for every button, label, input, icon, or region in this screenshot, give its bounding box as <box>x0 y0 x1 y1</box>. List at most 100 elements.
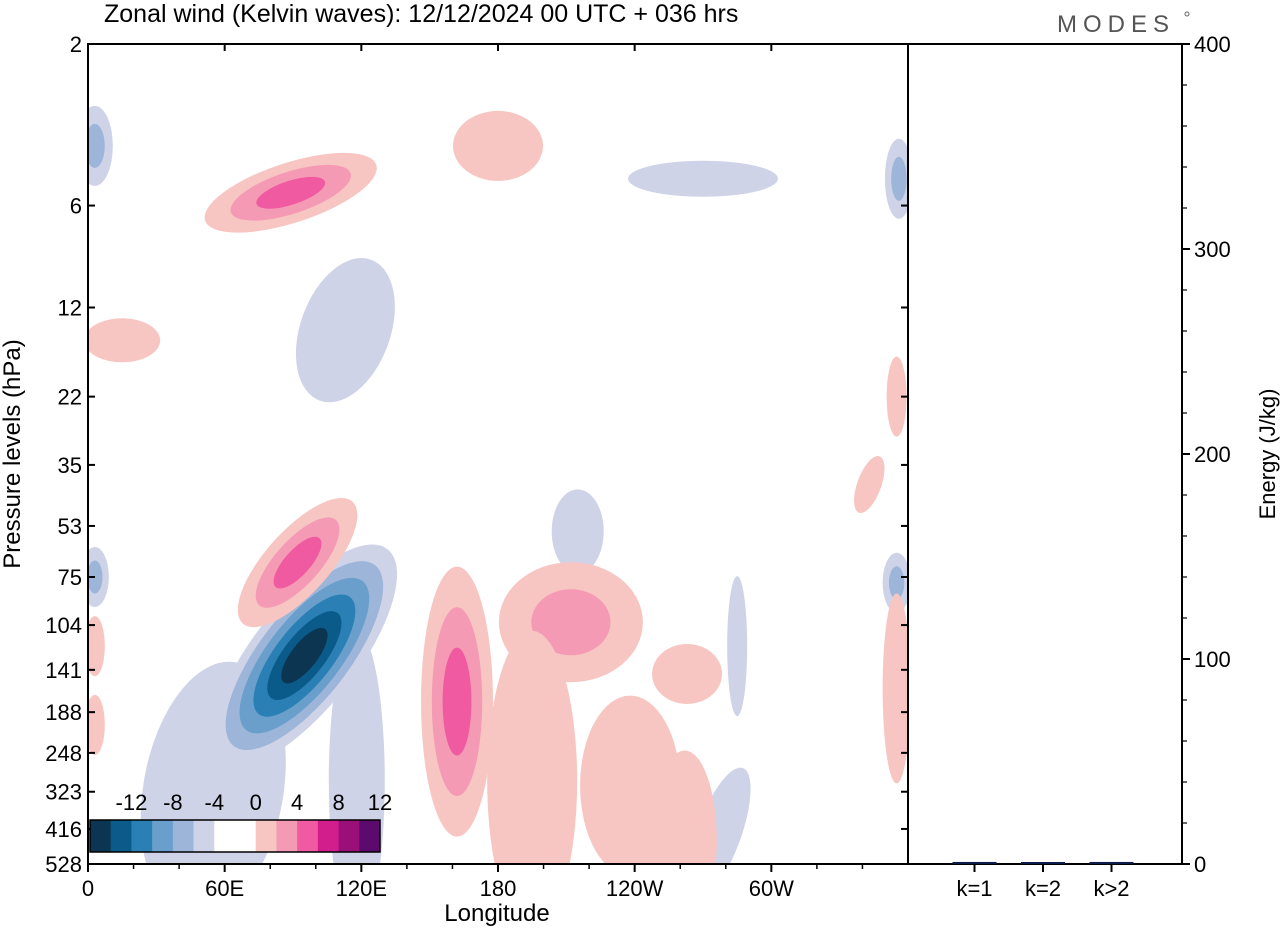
energy-bar <box>1089 861 1134 864</box>
neg-upper-streak <box>295 258 395 403</box>
y-tick-label: 141 <box>45 658 82 683</box>
energy-category-label: k=1 <box>956 876 992 901</box>
pos-upper-west <box>88 318 161 363</box>
y-tick-label: 104 <box>45 613 82 638</box>
neg-mid-east <box>727 576 748 717</box>
colorbar-swatch <box>317 820 340 852</box>
colorbar-swatch <box>255 820 277 852</box>
y-tick-label: 53 <box>58 514 82 539</box>
contour-level <box>891 156 907 201</box>
neg-upper-east <box>628 160 778 197</box>
colorbar-label: 0 <box>250 790 262 815</box>
contour-level <box>281 627 328 684</box>
colorbar-swatch <box>90 820 112 852</box>
contour-level <box>256 176 326 209</box>
neg-lower-east <box>687 767 751 864</box>
neg-upper-west <box>88 105 113 186</box>
pos-upper-streak <box>204 152 377 233</box>
contour-level <box>687 767 751 864</box>
pressure-tick-labels: 2 6 12 22 35 53 75 104 141 188 248 323 416 528 <box>45 32 82 877</box>
colorbar-swatch <box>297 820 319 852</box>
pos-east-edge <box>882 593 908 784</box>
energy-tick-label: 400 <box>1194 32 1231 57</box>
colorbar-swatch <box>214 820 236 852</box>
colorbar-swatch <box>172 820 195 852</box>
colorbar-swatch <box>235 820 257 852</box>
colorbar-swatch <box>110 820 132 852</box>
contour-level <box>88 616 105 677</box>
x-tick-label: 180 <box>480 876 517 901</box>
x-tick-label: 60E <box>205 876 244 901</box>
contour-level <box>854 456 885 514</box>
energy-bar <box>1021 862 1065 864</box>
energy-axis-label: Energy (J/kg) <box>1255 389 1280 520</box>
colorbar-label: 8 <box>332 790 344 815</box>
pos-kelvin-core <box>421 566 493 837</box>
pos-west-edge-low <box>88 694 105 755</box>
contour-level <box>652 643 723 704</box>
neg-mid-patch <box>551 489 604 574</box>
pos-kelvin-upper <box>237 497 358 628</box>
contour-level <box>295 258 395 403</box>
energy-category-label: k=2 <box>1025 876 1061 901</box>
colorbar-label: -8 <box>163 790 183 815</box>
neg-kelvin-core <box>211 544 398 767</box>
x-tick-label: 0 <box>82 876 94 901</box>
colorbar-label: 4 <box>291 790 303 815</box>
y-tick-label: 528 <box>45 852 82 877</box>
neg-upper-dateline <box>884 138 908 219</box>
contour-level <box>888 566 905 600</box>
colorbar-swatch <box>193 820 215 852</box>
contour-level <box>551 489 604 574</box>
colorbar-label: -4 <box>205 790 225 815</box>
y-tick-label: 323 <box>45 780 82 805</box>
colorbar-swatch <box>359 820 381 852</box>
pos-east-35 <box>854 456 885 514</box>
y-tick-label: 35 <box>58 453 82 478</box>
contour-level <box>273 536 322 589</box>
colorbar-label: 12 <box>368 790 392 815</box>
pos-upper-mid <box>453 110 543 181</box>
pos-lower-column <box>487 630 578 864</box>
x-axis-label: Longitude <box>444 900 549 927</box>
contour-level <box>88 318 161 363</box>
x-tick-label: 60W <box>749 876 794 901</box>
y-tick-label: 12 <box>58 295 82 320</box>
y-axis-label: Pressure levels (hPa) <box>0 339 26 568</box>
y-tick-label: 6 <box>70 194 82 219</box>
energy-tick-label: 0 <box>1194 852 1206 877</box>
y-tick-label: 248 <box>45 741 82 766</box>
x-tick-label: 120W <box>606 876 664 901</box>
kelvin-wave-contours <box>88 105 908 864</box>
y-tick-label: 188 <box>45 700 82 725</box>
contour-level <box>453 110 543 181</box>
logo-registered-mark <box>1184 11 1190 17</box>
energy-tick-label: 100 <box>1194 647 1231 672</box>
colorbar-swatch <box>152 820 174 852</box>
contour-level <box>88 694 105 755</box>
colorbar-swatch <box>338 820 360 852</box>
neg-edge-east-75 <box>882 552 908 613</box>
contour-level <box>487 630 578 864</box>
pos-surface <box>652 750 717 864</box>
y-tick-label: 22 <box>58 385 82 410</box>
modes-logo: MODES <box>1057 11 1175 38</box>
contour-level <box>88 123 105 168</box>
x-tick-label: 120E <box>336 876 387 901</box>
colorbar-swatch <box>276 820 298 852</box>
colorbar-border <box>89 819 381 853</box>
y-tick-label: 416 <box>45 817 82 842</box>
contour-level <box>886 356 907 437</box>
contour-level <box>727 576 748 717</box>
y-tick-label: 2 <box>70 32 82 57</box>
contour-level <box>652 750 717 864</box>
energy-bars: k=1 k=2 k>2 <box>952 861 1134 901</box>
chart-title: Zonal wind (Kelvin waves): 12/12/2024 00… <box>104 0 738 28</box>
energy-axis-ticks: 0 100 200 300 400 <box>1182 32 1231 877</box>
neg-edge-75 <box>88 547 109 607</box>
contour-level <box>442 647 472 756</box>
colorbar-swatch <box>131 820 153 852</box>
pos-east-upper <box>886 356 907 437</box>
energy-category-label: k>2 <box>1093 876 1129 901</box>
